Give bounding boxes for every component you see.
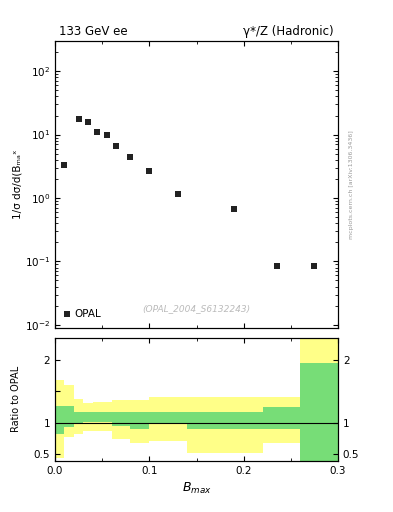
Y-axis label: 1/σ dσ/d(Bₘₐˣ: 1/σ dσ/d(Bₘₐˣ: [12, 150, 22, 219]
Bar: [225, 412, 263, 429]
Bar: [300, 338, 338, 461]
Text: 133 GeV ee: 133 GeV ee: [59, 26, 128, 38]
Bar: [300, 363, 338, 461]
X-axis label: $B_{max}$: $B_{max}$: [182, 481, 211, 496]
Bar: [149, 412, 187, 423]
Bar: [149, 396, 187, 441]
Bar: [83, 403, 93, 431]
Bar: [187, 396, 225, 453]
Bar: [187, 412, 225, 429]
OPAL: [232, 206, 237, 212]
Bar: [74, 399, 83, 434]
Bar: [93, 412, 112, 422]
Bar: [64, 385, 74, 437]
OPAL: [274, 263, 279, 269]
Legend: OPAL: OPAL: [60, 306, 105, 323]
OPAL: [312, 263, 317, 269]
OPAL: [76, 116, 81, 122]
OPAL: [95, 129, 100, 135]
Bar: [64, 406, 74, 428]
Text: γ*/Z (Hadronic): γ*/Z (Hadronic): [243, 26, 334, 38]
Text: (OPAL_2004_S6132243): (OPAL_2004_S6132243): [142, 304, 251, 313]
Y-axis label: Ratio to OPAL: Ratio to OPAL: [11, 366, 21, 433]
OPAL: [114, 143, 119, 150]
Bar: [263, 396, 300, 443]
OPAL: [128, 154, 133, 160]
OPAL: [175, 191, 180, 197]
Bar: [112, 412, 130, 426]
Bar: [83, 412, 93, 422]
Bar: [225, 396, 263, 453]
Bar: [112, 400, 130, 439]
OPAL: [86, 119, 90, 125]
OPAL: [105, 132, 109, 138]
OPAL: [147, 167, 152, 174]
Bar: [93, 402, 112, 431]
Text: mcplots.cern.ch [arXiv:1306.3436]: mcplots.cern.ch [arXiv:1306.3436]: [349, 130, 354, 239]
Bar: [130, 400, 149, 443]
Bar: [130, 412, 149, 429]
Bar: [263, 407, 300, 429]
OPAL: [62, 162, 67, 168]
Bar: [55, 380, 64, 458]
Line: OPAL: OPAL: [62, 116, 317, 269]
Bar: [55, 406, 64, 434]
Bar: [74, 412, 83, 423]
